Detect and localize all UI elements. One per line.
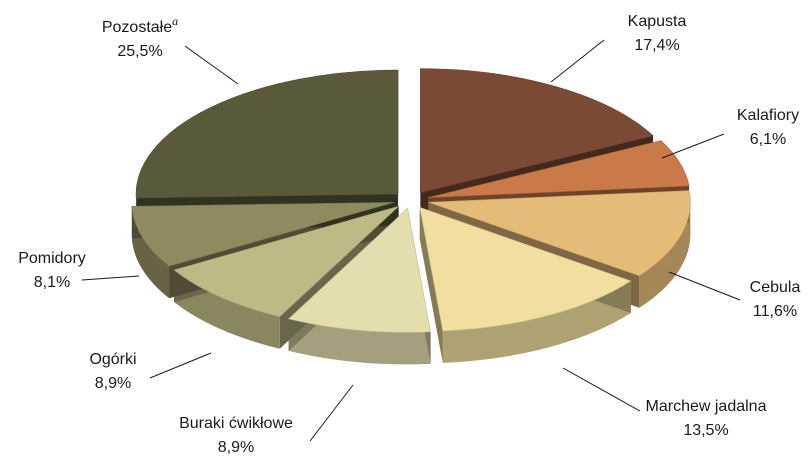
leader-line <box>662 134 724 158</box>
slice-value-label: 11,6% <box>753 303 797 320</box>
slice-value-label: 25,5% <box>117 43 162 60</box>
leader-line <box>82 276 139 280</box>
slice-name-label: Pozostałea <box>102 14 178 36</box>
slice-value-label: 17,4% <box>634 37 679 54</box>
leader-line <box>551 40 604 82</box>
pie-slice-pozostałe <box>136 70 398 198</box>
slice-value-label: 8,9% <box>218 439 254 456</box>
leader-line <box>310 385 353 441</box>
slice-name-label: Kalafiory <box>737 107 799 124</box>
slice-value-label: 6,1% <box>750 131 786 148</box>
slice-name-label: Ogórki <box>89 351 136 368</box>
slice-name-label: Pomidory <box>18 250 86 267</box>
slice-name-label: Kapusta <box>628 13 687 30</box>
slice-name-label: Cebula <box>750 279 801 296</box>
footnote-mark: a <box>172 14 178 28</box>
leader-line <box>185 46 238 84</box>
leader-line <box>669 272 740 300</box>
slice-name-label: Buraki ćwikłowe <box>179 415 293 432</box>
slice-value-label: 8,9% <box>95 375 131 392</box>
leader-line <box>150 353 211 378</box>
leader-line <box>563 368 640 411</box>
slice-name-label: Marchew jadalna <box>646 398 767 415</box>
slice-value-label: 8,1% <box>34 274 70 291</box>
slice-value-label: 13,5% <box>683 422 728 439</box>
